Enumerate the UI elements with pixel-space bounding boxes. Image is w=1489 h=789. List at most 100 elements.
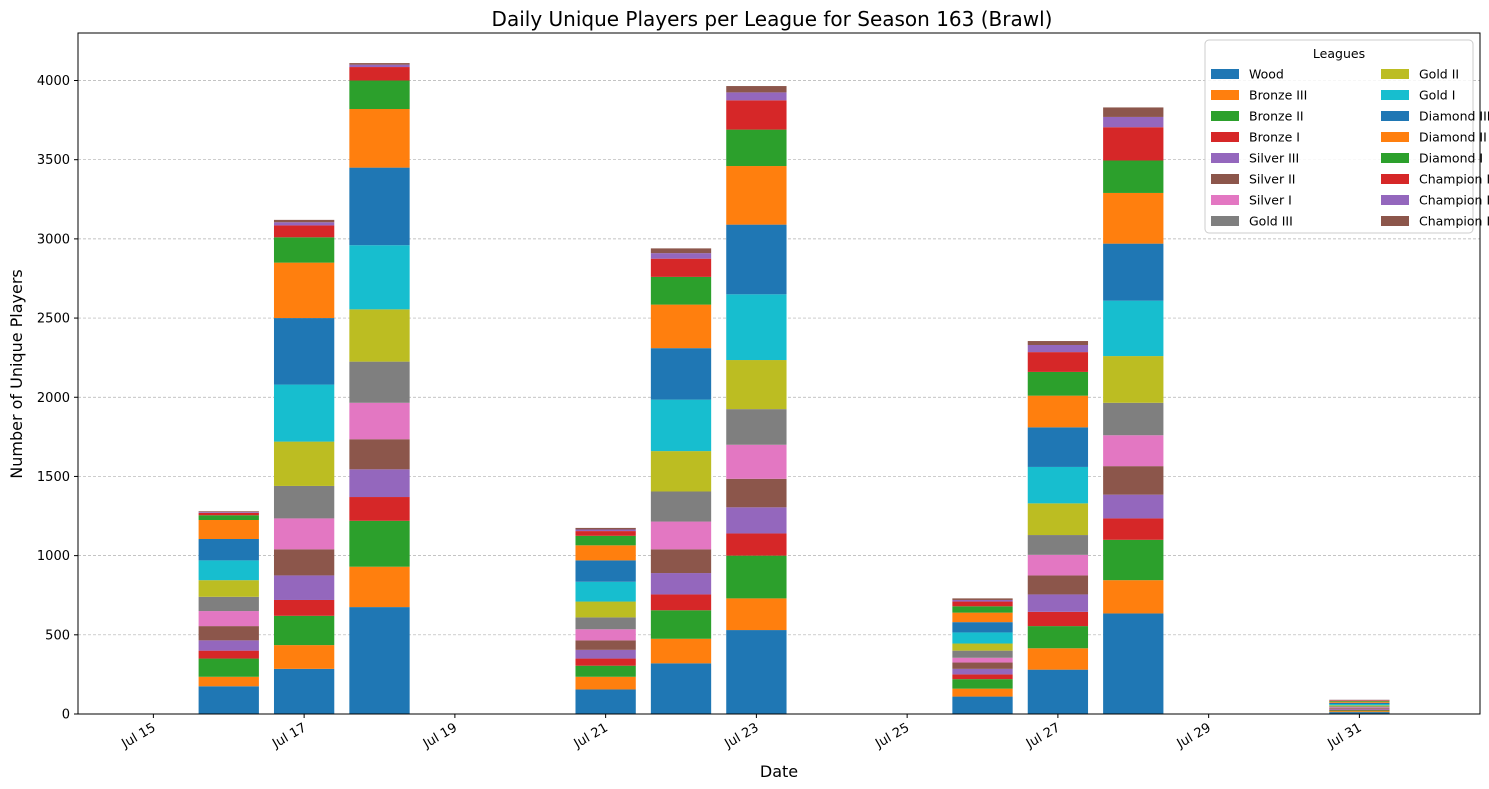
legend-label: Bronze III <box>1249 88 1307 103</box>
bar-segment <box>575 640 636 650</box>
legend-label: Wood <box>1249 67 1284 82</box>
bar-segment <box>198 512 259 513</box>
bar-segment <box>726 360 787 410</box>
bar-segment <box>198 676 259 687</box>
legend-swatch <box>1381 216 1409 226</box>
y-tick-label: 1500 <box>37 470 70 485</box>
bar-segment <box>1027 626 1089 649</box>
bar-segment <box>952 606 1013 613</box>
bar-segment <box>952 650 1013 658</box>
legend-label: Silver III <box>1249 151 1299 166</box>
bar-segment <box>1103 613 1164 714</box>
bar-segment <box>1103 494 1164 519</box>
bar-segment <box>952 601 1013 607</box>
bar-segment <box>349 497 410 521</box>
bar-segment <box>198 686 259 714</box>
bar-segment <box>1027 371 1089 396</box>
bar-segment <box>1027 427 1089 467</box>
legend-swatch <box>1211 153 1239 163</box>
bar-segment <box>726 555 787 599</box>
bar-segment <box>273 237 335 263</box>
bar-segment <box>575 601 636 618</box>
bar-segment <box>273 485 335 519</box>
bar-segment <box>1027 344 1089 353</box>
bar-segment <box>952 643 1013 651</box>
x-tick-label: Jul 15 <box>119 720 159 752</box>
bar-segment <box>1329 704 1390 706</box>
bar-segment <box>273 222 335 226</box>
plot-frame <box>77 32 1481 715</box>
bar-segment <box>273 549 335 576</box>
bar-segment <box>1027 341 1089 345</box>
legend-swatch <box>1211 90 1239 100</box>
legend-swatch <box>1211 111 1239 121</box>
bar-segment <box>198 596 259 612</box>
bar-segment <box>1103 243 1164 301</box>
bar-segment <box>1103 127 1164 161</box>
bar-segment <box>726 92 787 101</box>
bar-segment <box>1027 669 1089 714</box>
legend-label: Champion II <box>1419 193 1489 208</box>
bar-segment <box>575 545 636 561</box>
bar-segment <box>650 549 712 574</box>
bar-segment <box>575 535 636 546</box>
bar-segment <box>726 224 787 295</box>
y-tick-label: 3500 <box>37 153 70 168</box>
bar-segment <box>952 612 1013 623</box>
y-tick-label: 0 <box>62 708 70 723</box>
y-tick-label: 4000 <box>37 74 70 89</box>
legend-swatch <box>1211 132 1239 142</box>
bar-segment <box>198 538 259 561</box>
bar-segment <box>1329 712 1390 714</box>
legend-swatch <box>1381 195 1409 205</box>
legend-swatch <box>1211 69 1239 79</box>
bar-segment <box>1103 539 1164 581</box>
bar-segment <box>198 626 259 641</box>
bar-segment <box>273 599 335 616</box>
bar-segment <box>1027 594 1089 612</box>
bar-segment <box>349 64 410 68</box>
legend-swatch <box>1381 111 1409 121</box>
bars-layer <box>198 63 1390 714</box>
legend-label: Gold III <box>1249 214 1293 229</box>
bar-segment <box>1329 701 1390 703</box>
bar-segment <box>650 663 712 714</box>
bar-segment <box>273 262 335 319</box>
legend-label: Gold II <box>1419 67 1459 82</box>
bar-segment <box>575 689 636 714</box>
bar-segment <box>1027 352 1089 372</box>
legend-label: Champion III <box>1419 172 1489 187</box>
legend-swatch <box>1211 174 1239 184</box>
x-tick-label: Jul 19 <box>420 720 460 752</box>
bar-segment <box>1103 107 1164 117</box>
legend-label: Diamond II <box>1419 130 1487 145</box>
y-axis: 0 500 1000 1500 2000 2500 3000 3500 4000 <box>37 74 78 723</box>
bar-segment <box>349 167 410 246</box>
bar-segment <box>273 645 335 669</box>
x-tick-label: Jul 29 <box>1174 720 1214 752</box>
bar-segment <box>1329 700 1390 701</box>
bar-segment <box>349 109 410 168</box>
bar-segment <box>349 402 410 440</box>
bar-segment <box>1103 116 1164 128</box>
y-axis-label: Number of Unique Players <box>7 269 26 479</box>
bar-segment <box>1329 707 1390 709</box>
bar-segment <box>726 478 787 508</box>
legend-frame <box>1204 39 1474 234</box>
bar-segment <box>1103 435 1164 467</box>
bar-segment <box>575 665 636 677</box>
chart-title: Daily Unique Players per League for Seas… <box>492 7 1053 31</box>
bar-segment <box>349 67 410 81</box>
bar-segment <box>650 638 712 664</box>
legend-swatch <box>1381 90 1409 100</box>
bar-segment <box>349 607 410 714</box>
bar-segment <box>198 611 259 627</box>
bar-segment <box>575 527 636 530</box>
bar-segment <box>575 529 636 532</box>
bar-segment <box>1027 611 1089 627</box>
bar-segment <box>726 507 787 534</box>
bar-segment <box>198 658 259 677</box>
bar-segment <box>952 622 1013 633</box>
y-tick-label: 3000 <box>37 232 70 247</box>
bar-segment <box>952 598 1013 600</box>
